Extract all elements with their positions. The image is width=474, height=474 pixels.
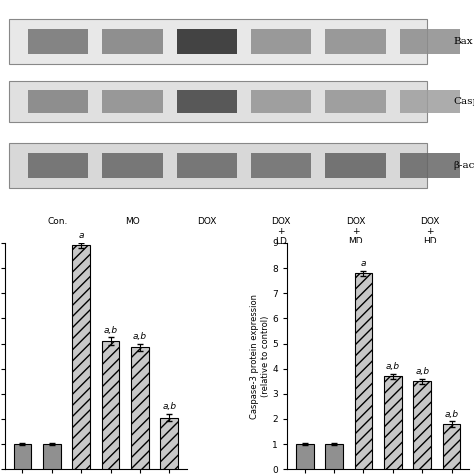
Bar xyxy=(14,444,31,469)
FancyBboxPatch shape xyxy=(9,19,428,64)
FancyBboxPatch shape xyxy=(400,29,460,54)
FancyBboxPatch shape xyxy=(102,29,163,54)
Bar xyxy=(296,444,313,469)
Bar xyxy=(413,381,431,469)
FancyBboxPatch shape xyxy=(28,153,88,178)
Text: Con.: Con. xyxy=(48,217,68,226)
Text: DOX
+
MD: DOX + MD xyxy=(346,217,365,246)
FancyBboxPatch shape xyxy=(177,29,237,54)
Text: a,b: a,b xyxy=(386,362,400,371)
Text: Caspas: Caspas xyxy=(453,97,474,106)
Text: a,b: a,b xyxy=(415,367,429,376)
FancyBboxPatch shape xyxy=(251,90,311,113)
Text: a,b: a,b xyxy=(133,332,147,341)
Text: β-actin: β-actin xyxy=(453,161,474,170)
FancyBboxPatch shape xyxy=(325,153,386,178)
FancyBboxPatch shape xyxy=(102,153,163,178)
Y-axis label: Caspase-3 protein expression
(relative to control): Caspase-3 protein expression (relative t… xyxy=(250,293,270,419)
FancyBboxPatch shape xyxy=(325,90,386,113)
Text: a,b: a,b xyxy=(445,410,459,419)
FancyBboxPatch shape xyxy=(177,153,237,178)
Bar xyxy=(325,444,343,469)
FancyBboxPatch shape xyxy=(102,90,163,113)
FancyBboxPatch shape xyxy=(28,29,88,54)
Bar xyxy=(443,424,460,469)
FancyBboxPatch shape xyxy=(400,90,460,113)
Text: a: a xyxy=(78,231,84,240)
Bar xyxy=(43,444,61,469)
Bar xyxy=(384,376,401,469)
FancyBboxPatch shape xyxy=(28,90,88,113)
Text: a: a xyxy=(361,259,366,268)
FancyBboxPatch shape xyxy=(251,29,311,54)
Text: a,b: a,b xyxy=(103,326,118,335)
FancyBboxPatch shape xyxy=(9,143,428,188)
FancyBboxPatch shape xyxy=(177,90,237,113)
Bar xyxy=(131,347,149,469)
Text: DOX: DOX xyxy=(197,217,217,226)
Bar xyxy=(355,273,372,469)
FancyBboxPatch shape xyxy=(9,81,428,122)
Bar xyxy=(73,246,90,469)
FancyBboxPatch shape xyxy=(325,29,386,54)
Bar xyxy=(161,418,178,469)
Text: DOX
+
LD: DOX + LD xyxy=(272,217,291,246)
Text: a,b: a,b xyxy=(162,402,176,411)
Bar xyxy=(102,341,119,469)
Text: DOX
+
HD: DOX + HD xyxy=(420,217,439,246)
FancyBboxPatch shape xyxy=(251,153,311,178)
Text: MO: MO xyxy=(125,217,140,226)
Text: Bax: Bax xyxy=(453,37,473,46)
FancyBboxPatch shape xyxy=(400,153,460,178)
